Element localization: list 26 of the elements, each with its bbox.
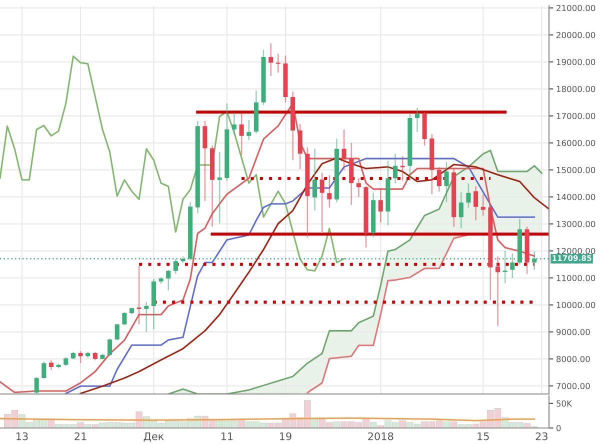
y-tick-label: 50K: [556, 400, 572, 407]
x-tick-label: 13: [16, 432, 28, 440]
x-tick-label: 21: [74, 432, 86, 440]
x-tick-label: 23: [536, 432, 548, 440]
y-tick-label: 13000.00: [556, 220, 596, 228]
y-tick-label: 19000.00: [556, 58, 596, 66]
y-tick-label: 10000.00: [556, 302, 596, 308]
y-tick-label: 21000.00: [556, 4, 596, 12]
y-tick-label: 7000.00: [556, 382, 590, 390]
y-tick-label: 16000.00: [556, 140, 596, 146]
x-tick-label: 19: [280, 432, 292, 440]
y-tick-label: 11000.00: [556, 274, 596, 282]
y-tick-label: 14000.00: [556, 194, 596, 200]
y-tick-label: 9000.00: [556, 328, 590, 336]
y-tick-label: 17000.00: [556, 112, 596, 120]
line-series: [0, 55, 345, 272]
x-tick-label: 2018: [368, 432, 394, 440]
y-tick-label: 8000.00: [556, 356, 590, 362]
y-tick-label: 0: [556, 424, 561, 432]
y-tick-label: 20000.00: [556, 32, 596, 38]
y-tick-label: 15000.00: [556, 166, 596, 174]
x-tick-label: 11: [221, 432, 233, 440]
y-tick-label: 18000.00: [556, 86, 596, 92]
y-tick-label: 12000.00: [556, 248, 596, 254]
x-tick-label: Дек: [144, 432, 164, 442]
x-tick-label: 15: [478, 432, 489, 440]
